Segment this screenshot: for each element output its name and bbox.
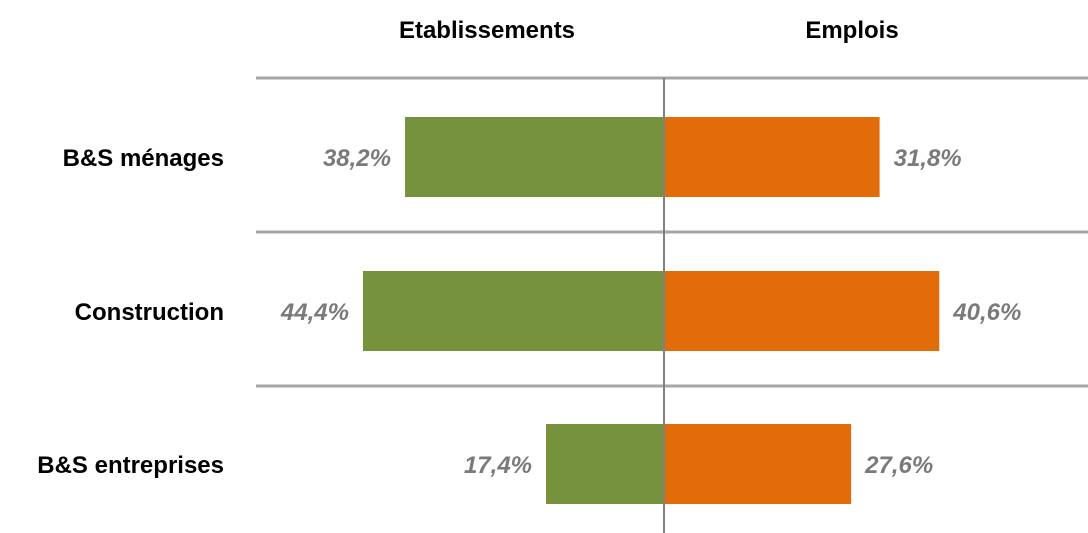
value-label-emplois-construction: 40,6% bbox=[952, 299, 1021, 326]
column-header-emplois: Emplois bbox=[805, 17, 898, 44]
value-label-etablissements-construction: 44,4% bbox=[280, 299, 349, 326]
value-label-emplois-b-s-m-nages: 31,8% bbox=[894, 145, 962, 172]
bar-etablissements-b-s-m-nages bbox=[405, 117, 664, 197]
value-label-etablissements-b-s-entreprises: 17,4% bbox=[464, 452, 532, 479]
grid-lines bbox=[256, 76, 1088, 388]
column-header-etablissements: Etablissements bbox=[399, 17, 575, 44]
value-label-etablissements-b-s-m-nages: 38,2% bbox=[323, 145, 391, 172]
bar-etablissements-b-s-entreprises bbox=[546, 424, 664, 504]
bar-etablissements-construction bbox=[362, 271, 664, 351]
category-label-construction: Construction bbox=[75, 299, 224, 326]
bar-emplois-b-s-entreprises bbox=[664, 424, 852, 504]
value-label-emplois-b-s-entreprises: 27,6% bbox=[864, 452, 933, 479]
bar-emplois-construction bbox=[664, 271, 940, 351]
bar-emplois-b-s-m-nages bbox=[664, 117, 880, 197]
labels: B&S ménages 38,2% 31,8% Construction 44,4% 40… bbox=[37, 145, 1021, 479]
category-label-b-s-m-nages: B&S ménages bbox=[63, 145, 224, 172]
category-label-b-s-entreprises: B&S entreprises bbox=[37, 452, 224, 479]
bars bbox=[362, 117, 940, 504]
